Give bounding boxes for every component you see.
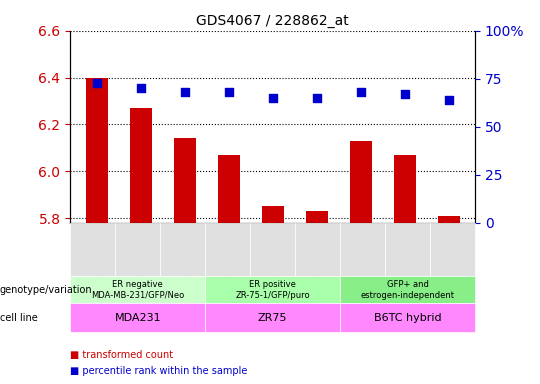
Point xyxy=(136,85,145,91)
Text: ■ percentile rank within the sample: ■ percentile rank within the sample xyxy=(70,366,247,376)
Text: MDA231: MDA231 xyxy=(114,313,161,323)
Point xyxy=(92,79,101,86)
Point xyxy=(444,97,453,103)
Text: ER negative
MDA-MB-231/GFP/Neo: ER negative MDA-MB-231/GFP/Neo xyxy=(91,280,184,300)
Title: GDS4067 / 228862_at: GDS4067 / 228862_at xyxy=(197,14,349,28)
Bar xyxy=(218,155,240,223)
Bar xyxy=(306,211,328,223)
Point xyxy=(401,91,409,97)
Bar xyxy=(130,108,152,223)
Text: ER positive
ZR-75-1/GFP/puro: ER positive ZR-75-1/GFP/puro xyxy=(235,280,310,300)
Point xyxy=(224,89,233,95)
Bar xyxy=(350,141,372,223)
Text: GFP+ and
estrogen-independent: GFP+ and estrogen-independent xyxy=(361,280,455,300)
Bar xyxy=(438,216,460,223)
Text: cell line: cell line xyxy=(0,313,38,323)
Point xyxy=(268,95,277,101)
Text: B6TC hybrid: B6TC hybrid xyxy=(374,313,442,323)
Point xyxy=(356,89,365,95)
Bar xyxy=(174,138,195,223)
Bar xyxy=(86,78,107,223)
Text: ZR75: ZR75 xyxy=(258,313,287,323)
Bar xyxy=(262,206,284,223)
Bar xyxy=(394,155,416,223)
Point xyxy=(180,89,189,95)
Point xyxy=(313,95,321,101)
Text: genotype/variation: genotype/variation xyxy=(0,285,93,295)
Text: ■ transformed count: ■ transformed count xyxy=(70,350,173,360)
